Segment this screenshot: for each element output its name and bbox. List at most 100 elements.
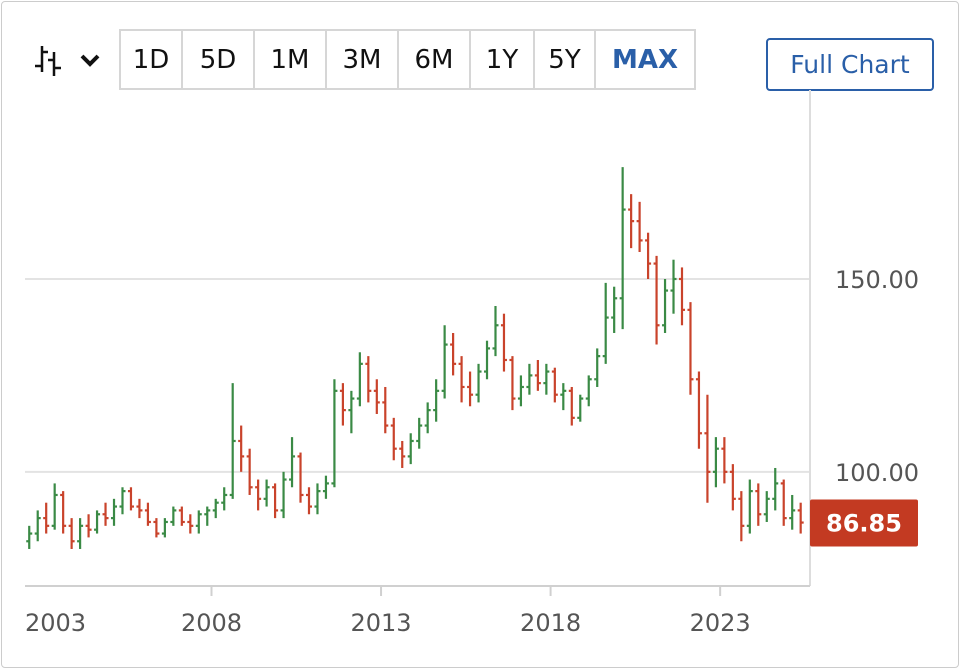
ohlc-bar bbox=[543, 363, 550, 395]
range-button-1d[interactable]: 1D bbox=[121, 31, 183, 88]
range-button-5y[interactable]: 5Y bbox=[535, 31, 596, 88]
ohlc-bar bbox=[738, 491, 745, 542]
ohlc-bar bbox=[373, 379, 380, 414]
ohlc-bar bbox=[85, 514, 92, 538]
ohlc-bar bbox=[534, 359, 541, 391]
ohlc-bar bbox=[407, 433, 414, 465]
ohlc-bar bbox=[517, 375, 524, 407]
ohlc-bar bbox=[77, 518, 84, 549]
ohlc-bar bbox=[772, 467, 779, 511]
ohlc-bar bbox=[568, 386, 575, 426]
ohlc-bar bbox=[272, 483, 279, 519]
ohlc-bar bbox=[331, 379, 338, 488]
ohlc-bar bbox=[577, 394, 584, 422]
ohlc-bar bbox=[509, 356, 516, 411]
ohlc-bar bbox=[500, 313, 507, 372]
ohlc-bar bbox=[280, 471, 287, 519]
ohlc-bar bbox=[246, 448, 253, 495]
range-selector: 1D 5D 1M 3M 6M 1Y 5Y MAX bbox=[119, 29, 696, 90]
ohlc-bar bbox=[314, 483, 321, 515]
x-tick-label: 2013 bbox=[351, 609, 412, 637]
ohlc-bar bbox=[195, 510, 202, 534]
ohlc-bar bbox=[797, 502, 804, 534]
ohlc-bar bbox=[399, 440, 406, 468]
ohlc-bar bbox=[712, 437, 719, 488]
x-tick-label: 2023 bbox=[690, 609, 751, 637]
ohlc-bar bbox=[475, 363, 482, 403]
ohlc-bar bbox=[441, 325, 448, 399]
ohlc-bar bbox=[356, 352, 363, 407]
ohlc-bar bbox=[687, 302, 694, 395]
ohlc-bar bbox=[68, 518, 75, 549]
ohlc-bar bbox=[602, 282, 609, 364]
range-button-1m[interactable]: 1M bbox=[255, 31, 327, 88]
ohlc-bar bbox=[755, 483, 762, 526]
ohlc-bar bbox=[365, 356, 372, 403]
range-button-3m[interactable]: 3M bbox=[327, 31, 399, 88]
ohlc-bar bbox=[153, 518, 160, 538]
ohlc-bar bbox=[594, 348, 601, 387]
ohlc-bar bbox=[390, 417, 397, 461]
ohlc-bar bbox=[467, 371, 474, 407]
ohlc-bar bbox=[322, 475, 329, 499]
last-price-badge bbox=[810, 499, 918, 547]
range-button-1y[interactable]: 1Y bbox=[471, 31, 535, 88]
ohlc-bar bbox=[721, 437, 728, 484]
ohlc-bar bbox=[729, 464, 736, 511]
ohlc-bar bbox=[102, 502, 109, 526]
ohlc-bar bbox=[746, 479, 753, 534]
ohlc-bar bbox=[229, 383, 236, 499]
ohlc-bar bbox=[526, 363, 533, 395]
chevron-down-icon bbox=[80, 54, 100, 67]
ohlc-bar bbox=[662, 278, 669, 333]
ohlc-bar bbox=[780, 479, 787, 526]
ohlc-bar bbox=[221, 487, 228, 511]
ohlc-bar bbox=[136, 498, 143, 519]
full-chart-button[interactable]: Full Chart bbox=[766, 38, 934, 91]
ohlc-bar bbox=[144, 502, 151, 526]
x-tick-label: 2003 bbox=[25, 609, 86, 637]
ohlc-bar bbox=[695, 371, 702, 449]
range-button-5d[interactable]: 5D bbox=[183, 31, 255, 88]
ohlc-bar bbox=[636, 201, 643, 252]
ohlc-bar bbox=[653, 255, 660, 345]
ohlc-bar bbox=[492, 305, 499, 357]
ohlc-bar bbox=[238, 425, 245, 472]
ohlc-bar bbox=[348, 390, 355, 434]
ohlc-bar bbox=[119, 487, 126, 515]
x-tick-label: 2018 bbox=[520, 609, 581, 637]
ohlc-bar bbox=[212, 498, 219, 519]
ohlc-bar bbox=[255, 479, 262, 511]
ohlc-bar bbox=[789, 494, 796, 530]
ohlc-bars-icon bbox=[35, 46, 61, 76]
ohlc-bar bbox=[187, 514, 194, 534]
range-button-6m[interactable]: 6M bbox=[399, 31, 471, 88]
ohlc-bar bbox=[94, 510, 101, 534]
ohlc-bar bbox=[339, 383, 346, 426]
range-button-max[interactable]: MAX bbox=[611, 44, 679, 75]
ohlc-bar bbox=[60, 491, 67, 534]
y-tick-label: 100.00 bbox=[835, 459, 919, 487]
ohlc-bar bbox=[645, 232, 652, 279]
ohlc-bar bbox=[551, 367, 558, 403]
ohlc-bar bbox=[204, 506, 211, 526]
ohlc-bar bbox=[305, 487, 312, 515]
ohlc-bar bbox=[43, 502, 50, 534]
ohlc-bar bbox=[297, 452, 304, 503]
ohlc-bar bbox=[619, 167, 626, 330]
ohlc-bar bbox=[458, 356, 465, 403]
ohlc-bar bbox=[611, 286, 618, 333]
y-tick-label: 150.00 bbox=[835, 266, 919, 294]
ohlc-bar bbox=[704, 394, 711, 503]
ohlc-bar bbox=[763, 491, 770, 522]
ohlc-bar bbox=[585, 375, 592, 407]
ohlc-bar bbox=[51, 483, 58, 530]
chart-type-selector[interactable] bbox=[30, 40, 102, 80]
x-tick-label: 2008 bbox=[181, 609, 242, 637]
ohlc-bar bbox=[178, 506, 185, 526]
ohlc-bar bbox=[628, 194, 635, 249]
ohlc-bar bbox=[670, 259, 677, 314]
ohlc-bar bbox=[111, 498, 118, 526]
ohlc-bar bbox=[382, 386, 389, 434]
